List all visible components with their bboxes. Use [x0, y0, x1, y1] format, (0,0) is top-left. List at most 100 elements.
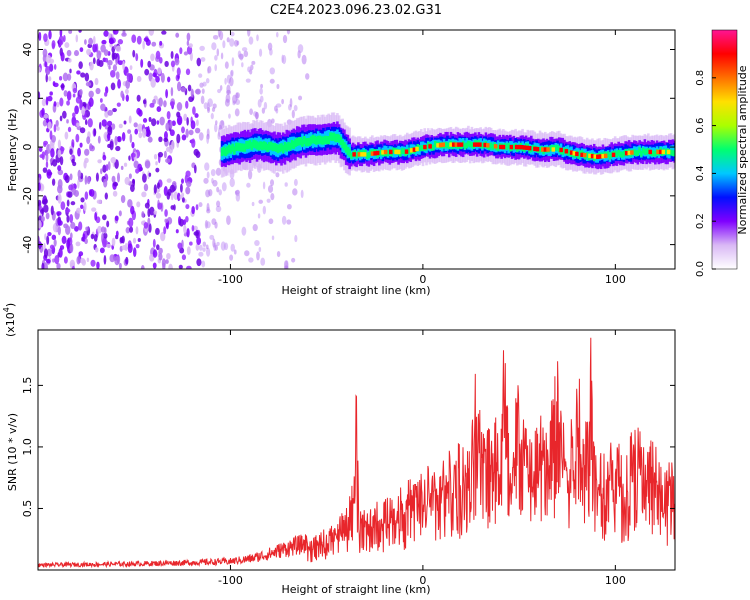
spectrogram-cell: [159, 40, 163, 46]
spectrogram-cell: [186, 116, 189, 126]
spectrogram-cell: [247, 140, 250, 150]
spectrogram-cell: [615, 151, 619, 158]
spectrogram-cell: [241, 226, 247, 236]
spectrogram-cell: [96, 261, 100, 269]
spectrogram-cell: [141, 191, 147, 198]
spectrogram-cell: [116, 136, 121, 142]
spectrogram-cell: [294, 138, 297, 148]
spectrogram-cell: [129, 226, 134, 233]
spectrogram-cell: [158, 97, 163, 107]
spectrogram-cell: [60, 84, 65, 89]
spectrogram-cell: [186, 40, 190, 47]
spectrogram-cell: [394, 149, 398, 155]
spectrogram-cell: [83, 160, 87, 169]
spectrogram-cell: [656, 149, 660, 155]
spectrogram-cell: [130, 205, 135, 215]
spectrogram-cell: [231, 143, 234, 152]
spectrogram-cell: [264, 142, 268, 151]
spectrogram-cell: [610, 151, 613, 158]
spectrogram-cell: [428, 144, 432, 149]
spectrogram-cell: [136, 107, 142, 115]
spectrogram-cell: [546, 147, 550, 152]
spectrogram-cell: [113, 30, 119, 35]
spectrogram-cell: [93, 233, 98, 242]
spectrogram-cell: [229, 145, 233, 154]
spectrogram-cell: [99, 98, 103, 103]
spectrogram-cell: [50, 205, 54, 216]
colorbar-label: Normalized spectral amplitude: [736, 65, 749, 234]
spectrogram-cell: [298, 95, 303, 101]
spectrogram-cell: [151, 118, 157, 127]
spectrogram-x-axis: -100 0 100: [218, 30, 626, 286]
spectrogram-x-label: Height of straight line (km): [281, 284, 430, 297]
spectrogram-cell: [123, 120, 127, 125]
spectrogram-cell: [258, 199, 264, 204]
spectrogram-cell: [96, 50, 102, 60]
spectrogram-cell: [263, 101, 268, 110]
spectrogram-cell: [156, 244, 160, 251]
spectrogram-cell: [196, 258, 202, 267]
spectrogram-cell: [111, 175, 116, 183]
snr-x-axis: -100 0 100: [218, 330, 626, 587]
spectrogram-cell: [171, 120, 176, 127]
spectrogram-cell: [166, 178, 172, 183]
spectrogram-cell: [206, 171, 210, 179]
spectrogram-cell: [281, 98, 284, 105]
spectrogram-y-tick-label: 40: [21, 43, 34, 57]
spectrogram-cell: [295, 137, 299, 147]
spectrogram-cell: [135, 244, 140, 249]
spectrogram-cell: [59, 245, 65, 250]
spectrogram-cell: [97, 159, 102, 164]
spectrogram-cell: [84, 148, 90, 156]
spectrogram-cell: [136, 35, 142, 45]
spectrogram-cell: [84, 175, 88, 185]
spectrogram-cell: [155, 161, 158, 166]
spectrogram-cell: [643, 149, 647, 155]
spectrogram-cell: [202, 241, 207, 247]
spectrogram-cell: [235, 192, 241, 202]
spectrogram-cell: [53, 238, 57, 247]
spectrogram-noise-cells: [38, 30, 310, 269]
snr-x-tick-label: 100: [605, 574, 626, 587]
spectrogram-cell: [166, 191, 171, 200]
spectrogram-cell: [55, 119, 59, 128]
spectrogram-cell: [297, 44, 304, 54]
snr-y-label: SNR (10 * v/v): [6, 413, 19, 491]
spectrogram-cell: [186, 32, 191, 42]
spectrogram-cell: [181, 126, 185, 134]
spectrogram-cell: [329, 132, 332, 141]
spectrogram-cell: [365, 153, 369, 159]
spectrogram-cell: [415, 146, 419, 152]
spectrogram-cell: [223, 242, 229, 251]
spectrogram-cell: [289, 98, 293, 108]
spectrogram-cell: [117, 79, 121, 89]
spectrogram-cell: [410, 148, 414, 153]
spectrogram-cell: [251, 201, 255, 207]
spectrogram-cell: [216, 48, 220, 57]
spectrogram-cell: [193, 164, 197, 174]
spectrogram-cell: [215, 205, 222, 213]
spectrogram-cell: [224, 98, 230, 107]
spectrogram-cell: [45, 54, 52, 64]
snr-x-tick-label: 0: [419, 574, 426, 587]
spectrogram-cell: [123, 162, 128, 167]
spectrogram-cell: [54, 255, 60, 265]
spectrogram-cell: [185, 170, 191, 178]
snr-y-tick-label: 1.0: [21, 438, 34, 456]
snr-scale-note: (x104): [2, 303, 17, 337]
spectrogram-cell: [112, 64, 118, 72]
spectrogram-cell: [79, 47, 84, 53]
colorbar-gradient: [711, 29, 738, 270]
spectrogram-cell: [233, 249, 237, 255]
spectrogram-cell: [248, 257, 254, 263]
spectrogram-cell: [575, 151, 579, 157]
spectrogram-cell: [126, 72, 133, 83]
spectrogram-cell: [161, 30, 167, 35]
spectrogram-cell: [375, 150, 380, 156]
spectrogram-cell: [551, 147, 556, 152]
spectrogram-cell: [156, 120, 160, 125]
spectrogram-cell: [95, 172, 99, 182]
spectrogram-cell: [79, 88, 83, 96]
spectrogram-cell: [210, 112, 214, 120]
spectrogram-cell: [46, 248, 52, 257]
